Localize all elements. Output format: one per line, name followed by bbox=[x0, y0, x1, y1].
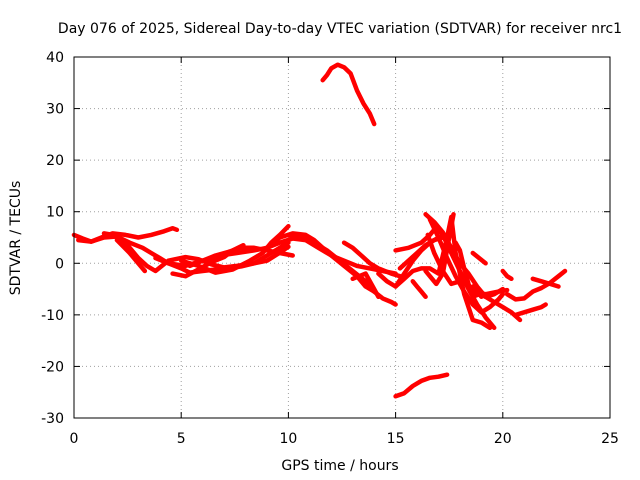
y-tick-label: 30 bbox=[46, 102, 64, 118]
x-tick-label: 0 bbox=[70, 431, 79, 447]
series-arc-29 bbox=[530, 276, 561, 289]
series-arc-24 bbox=[470, 250, 488, 266]
series-arc-13 bbox=[393, 372, 450, 399]
series-arc-28 bbox=[504, 268, 568, 302]
series-arc-26 bbox=[410, 279, 428, 300]
series-arc-11 bbox=[341, 240, 403, 279]
series-arc-15 bbox=[397, 235, 446, 271]
y-tick-label: -10 bbox=[41, 308, 64, 324]
x-tick-label: 5 bbox=[177, 431, 186, 447]
chart-title: Day 076 of 2025, Sidereal Day-to-day VTE… bbox=[58, 21, 622, 37]
x-tick-label: 10 bbox=[279, 431, 297, 447]
series-arc-25 bbox=[425, 232, 467, 287]
series-arc-23 bbox=[376, 214, 493, 331]
series-arc-31 bbox=[350, 271, 381, 300]
series-arc-10 bbox=[286, 232, 398, 307]
series-arc-12 bbox=[320, 62, 377, 127]
series-arc-8 bbox=[187, 245, 295, 269]
x-tick-label: 15 bbox=[387, 431, 405, 447]
x-tick-label: 20 bbox=[494, 431, 512, 447]
y-tick-label: -20 bbox=[41, 359, 64, 375]
grid bbox=[74, 57, 610, 418]
axis-ticks: 0 5 10 15 20 25 -30 -20 -10 0 10 20 30 40 bbox=[41, 50, 619, 447]
y-tick-label: 10 bbox=[46, 205, 64, 221]
y-tick-label: 20 bbox=[46, 153, 64, 169]
series-arc-27 bbox=[500, 268, 514, 282]
y-tick-label: 40 bbox=[46, 50, 64, 66]
y-tick-label: -30 bbox=[41, 411, 64, 427]
x-axis-label: GPS time / hours bbox=[281, 458, 398, 474]
series-arc-18 bbox=[423, 212, 523, 323]
series-arc-22 bbox=[470, 287, 510, 297]
y-tick-label: 0 bbox=[55, 256, 64, 272]
series-arc-30 bbox=[513, 302, 548, 318]
series-arc-4 bbox=[114, 237, 148, 274]
y-axis-label: SDTVAR / TECUs bbox=[8, 181, 24, 296]
series-arc-3 bbox=[101, 231, 291, 274]
data-series bbox=[71, 62, 568, 399]
plot-frame bbox=[73, 56, 611, 419]
x-tick-label: 25 bbox=[601, 431, 619, 447]
